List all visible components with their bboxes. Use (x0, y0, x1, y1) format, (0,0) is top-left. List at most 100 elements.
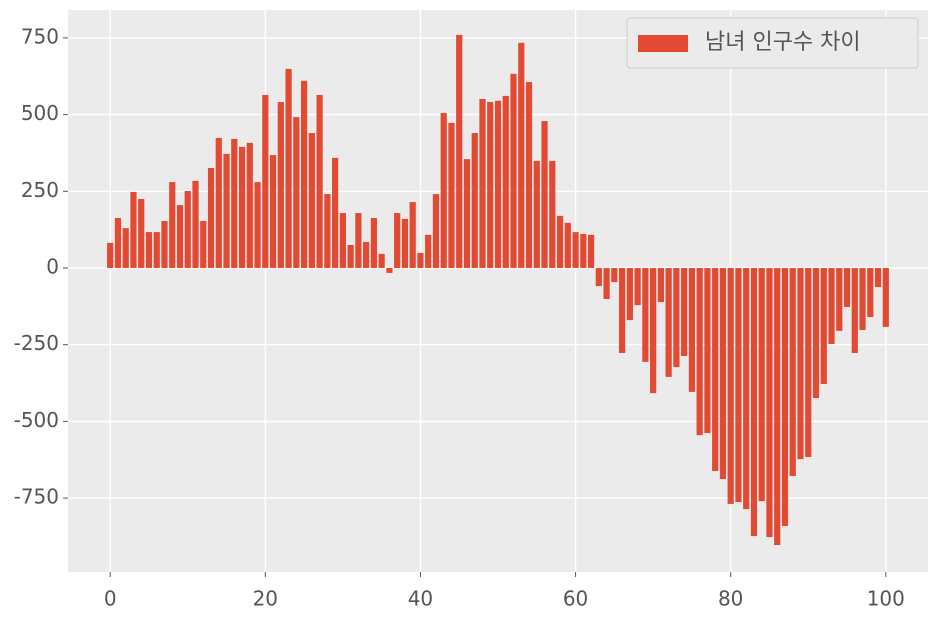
legend-label: 남녀 인구수 차이 (705, 30, 861, 55)
bar (867, 267, 874, 318)
bar (797, 267, 804, 460)
y-tick-label: -750 (14, 485, 59, 509)
bar (107, 242, 114, 268)
bar (324, 194, 331, 268)
bar (642, 267, 649, 362)
bar (750, 267, 758, 537)
bar (828, 267, 835, 345)
bar (347, 244, 354, 268)
bar (851, 267, 858, 353)
bar (409, 202, 416, 268)
y-tick-label: 750 (21, 24, 59, 48)
bar (138, 198, 145, 268)
bar (704, 267, 711, 434)
x-tick-label: 40 (408, 587, 433, 611)
bar (859, 267, 866, 330)
bar (836, 267, 843, 331)
bar (339, 213, 346, 268)
bar (479, 98, 486, 268)
bar (254, 182, 261, 268)
bar (556, 215, 564, 268)
bar (176, 205, 184, 268)
bar (611, 267, 618, 283)
bar (207, 167, 215, 268)
bar (541, 121, 548, 268)
bar (363, 241, 370, 268)
x-tick-label: 60 (563, 587, 588, 611)
bar (518, 42, 525, 268)
bar (161, 221, 168, 268)
bar (425, 234, 432, 268)
bar (580, 233, 587, 268)
bar (394, 213, 401, 268)
bar (300, 80, 308, 268)
x-tick-label: 80 (718, 587, 743, 611)
bar (572, 232, 579, 268)
bar (355, 213, 362, 268)
bar (238, 146, 246, 268)
bar (122, 228, 129, 268)
bar (192, 180, 199, 268)
y-tick-label: 0 (46, 254, 59, 278)
bar (533, 160, 540, 268)
bar (246, 142, 253, 268)
bar (153, 232, 160, 268)
bar (618, 267, 626, 353)
bar (657, 267, 664, 303)
bar (712, 267, 719, 472)
y-tick-label: 500 (21, 101, 59, 125)
y-tick-label: 250 (21, 178, 59, 202)
bar (743, 267, 750, 510)
bar (440, 113, 447, 268)
bar (766, 267, 773, 538)
bar (308, 133, 315, 268)
bar (735, 267, 742, 503)
bar (456, 34, 463, 268)
bar (587, 234, 595, 268)
bar (688, 267, 696, 392)
bar (269, 155, 277, 268)
bar (386, 267, 393, 273)
legend-swatch (638, 35, 688, 52)
bar (223, 153, 230, 268)
bar (805, 267, 812, 457)
bar (184, 190, 191, 268)
bar (370, 217, 378, 268)
bar (262, 94, 269, 268)
y-tick-label: -250 (14, 331, 59, 355)
bar (549, 160, 556, 268)
bar (525, 82, 533, 268)
bar (200, 221, 207, 268)
bar (673, 267, 680, 368)
bar (843, 267, 851, 307)
bar (727, 267, 734, 504)
bar (665, 267, 672, 377)
bar (316, 94, 323, 268)
bar (510, 73, 517, 268)
bar (494, 100, 502, 268)
bar (820, 267, 827, 384)
bar (378, 253, 385, 268)
bar (719, 267, 727, 480)
x-tick-label: 100 (867, 587, 905, 611)
bar (781, 267, 789, 526)
bar (789, 267, 796, 476)
bar (215, 137, 222, 268)
bar (487, 102, 494, 268)
bar (874, 267, 882, 288)
bar (626, 267, 633, 321)
bar (231, 138, 238, 268)
bar (882, 267, 889, 327)
bar (774, 267, 781, 546)
bar (650, 267, 657, 394)
bar (145, 232, 153, 268)
legend-box (626, 17, 919, 69)
bar (471, 133, 478, 268)
bar (293, 117, 300, 268)
bar (595, 267, 602, 287)
bar (401, 218, 409, 268)
bar (564, 222, 571, 268)
x-tick-label: 20 (253, 587, 278, 611)
bar (681, 267, 688, 357)
